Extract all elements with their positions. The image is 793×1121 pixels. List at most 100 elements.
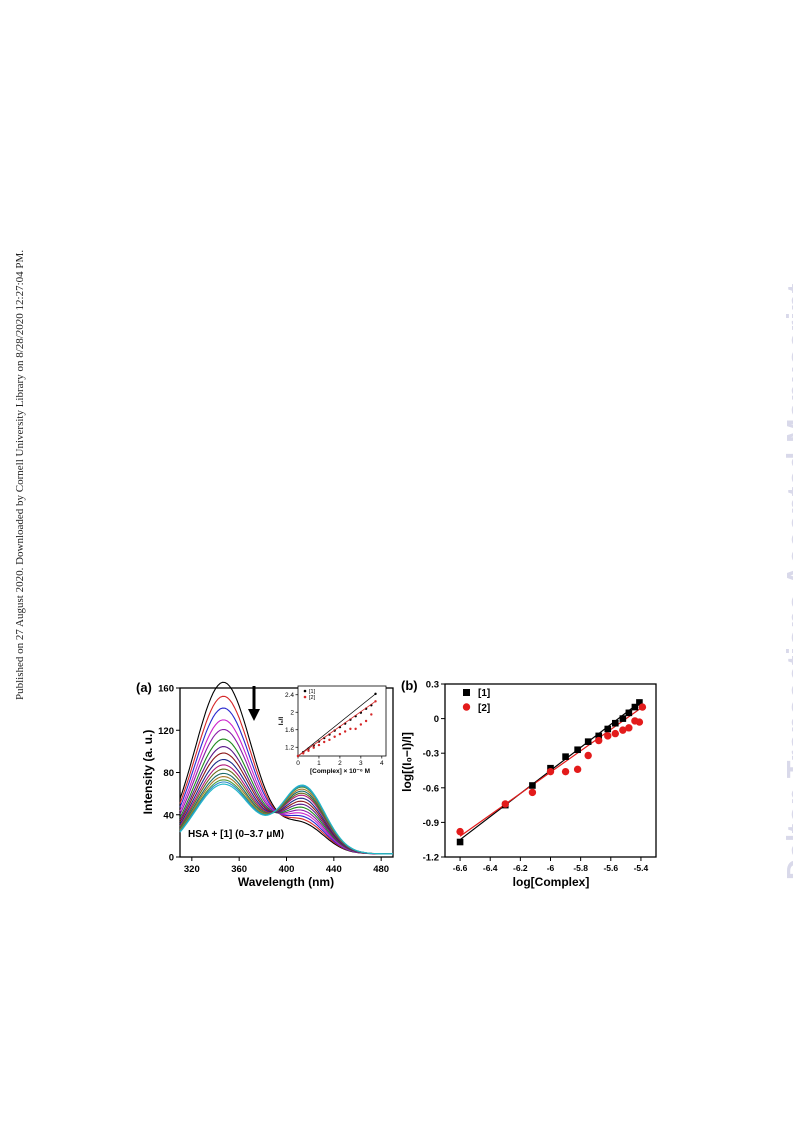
y-tick-label: 120: [158, 726, 174, 737]
inset-marks: 0 1 2 3 4 1.2 1.6 2 2.4 [1][2]: [285, 689, 384, 767]
panel-a-xlabel: Wavelength (nm): [238, 875, 334, 889]
data-point-square: [625, 709, 633, 717]
inset-plot: 0 1 2 3 4 1.2 1.6 2 2.4 [1][2] [Complex] × 10⁻⁶ M…: [278, 685, 387, 775]
x-tick-label: -5.4: [634, 863, 649, 873]
data-point-square: [636, 699, 643, 706]
x-tick-label: 400: [279, 864, 295, 875]
x-tick-label: 320: [184, 864, 200, 875]
x-tick-label: -5.8: [573, 863, 588, 873]
inset-y-tick-label: 1.6: [285, 727, 294, 734]
legend-circle-icon: [462, 703, 471, 711]
data-point-circle: [604, 732, 612, 740]
inset-point: [333, 735, 336, 738]
data-point-square: [529, 782, 536, 789]
panel-b-marks: [456, 699, 647, 846]
data-point-square: [574, 746, 581, 754]
inset-point: [354, 727, 357, 731]
inset-fit-line: [297, 693, 376, 757]
y-tick-label: 80: [163, 768, 174, 779]
data-point-circle: [619, 726, 627, 734]
panel-b-label: (b): [401, 678, 418, 693]
panel-b: (b) -6.6 -6.4 -6.2 -6 -5.8 -5.6 -5.4 -1.2 -0.9 -0…: [400, 678, 657, 889]
inset-y-tick-label: 2: [290, 710, 294, 717]
data-point-circle: [638, 703, 647, 711]
inset-x-tick-label: 0: [296, 760, 300, 767]
data-point-circle: [625, 724, 633, 732]
y-tick-label: -1.2: [423, 853, 439, 864]
x-tick-label: -6.2: [513, 863, 528, 873]
inset-point: [349, 727, 352, 731]
x-tick-label: -5.6: [603, 863, 618, 873]
inset-point: [328, 738, 331, 742]
panel-b-legend: [1] [2]: [462, 688, 490, 714]
panel-a-ylabel: Intensity (a. u.): [141, 730, 155, 815]
data-point-circle: [501, 800, 509, 808]
inset-x-tick-label: 1: [317, 760, 321, 767]
inset-point: [317, 743, 321, 747]
y-tick-label: 160: [158, 684, 174, 695]
data-point-circle: [573, 765, 582, 774]
inset-legend-label: [1]: [309, 689, 316, 695]
inset-point: [343, 730, 347, 733]
data-point-square: [612, 719, 619, 727]
y-tick-label: 0.3: [426, 680, 439, 691]
y-tick-label: 40: [163, 810, 174, 821]
inset-x-tick-label: 2: [338, 760, 342, 767]
panel-b-ticks: -6.6 -6.4 -6.2 -6 -5.8 -5.6 -5.4 -1.2 -0.9 -0.6 -0…: [423, 680, 649, 874]
inset-point: [338, 732, 342, 736]
panel-a-curves: [179, 681, 393, 855]
y-tick-label: 0: [169, 853, 174, 864]
legend-square-icon: [463, 689, 470, 696]
data-point-square: [619, 715, 627, 722]
legend-label-1: [1]: [478, 688, 490, 699]
data-point-square: [604, 725, 612, 733]
inset-y-tick-label: 2.4: [285, 692, 294, 699]
data-point-circle: [456, 827, 464, 836]
data-point-square: [595, 732, 603, 740]
inset-point: [364, 719, 368, 723]
panel-b-xlabel: log[Complex]: [513, 875, 590, 889]
x-tick-label: 440: [326, 864, 342, 875]
data-point-circle: [595, 736, 603, 745]
inset-ylabel: I₀/I: [278, 717, 285, 726]
data-point-circle: [611, 729, 620, 738]
inset-point: [296, 754, 300, 758]
panel-a-annotation: HSA + [1] (0–3.7 μM): [188, 829, 284, 840]
inset-point: [302, 752, 305, 755]
y-tick-label: -0.3: [423, 749, 439, 760]
x-tick-label: 360: [231, 864, 247, 875]
inset-x-tick-label: 3: [359, 760, 363, 767]
inset-xlabel: [Complex] × 10⁻⁶ M: [310, 768, 370, 775]
panel-b-ylabel: log[(I₀−I)/I]: [400, 732, 414, 792]
arrow-down-icon: [248, 686, 260, 721]
inset-point: [307, 749, 310, 752]
inset-point: [374, 692, 377, 696]
data-point-square: [456, 838, 464, 846]
data-point-circle: [561, 767, 570, 776]
data-point-circle: [635, 718, 644, 726]
inset-legend-marker: [303, 689, 307, 693]
data-point-circle: [584, 751, 592, 760]
inset-x-tick-label: 4: [380, 760, 384, 767]
x-tick-label: -6.4: [483, 863, 498, 873]
panel-a-label: (a): [136, 680, 152, 695]
inset-legend-label: [2]: [309, 695, 316, 701]
data-point-square: [631, 703, 639, 711]
inset-point: [359, 723, 363, 726]
data-point-square: [562, 753, 569, 760]
x-tick-label: -6.6: [453, 863, 468, 873]
data-point-square: [584, 738, 592, 745]
y-tick-label: 0: [434, 714, 439, 725]
inset-fit-line: [297, 700, 376, 757]
inset-point: [370, 713, 373, 716]
inset-point: [312, 746, 315, 749]
x-tick-label: 480: [373, 864, 389, 875]
data-point-circle: [546, 767, 555, 776]
inset-point: [322, 740, 326, 744]
inset-point: [374, 700, 377, 703]
y-tick-label: -0.6: [423, 783, 439, 794]
legend-label-2: [2]: [478, 703, 490, 714]
